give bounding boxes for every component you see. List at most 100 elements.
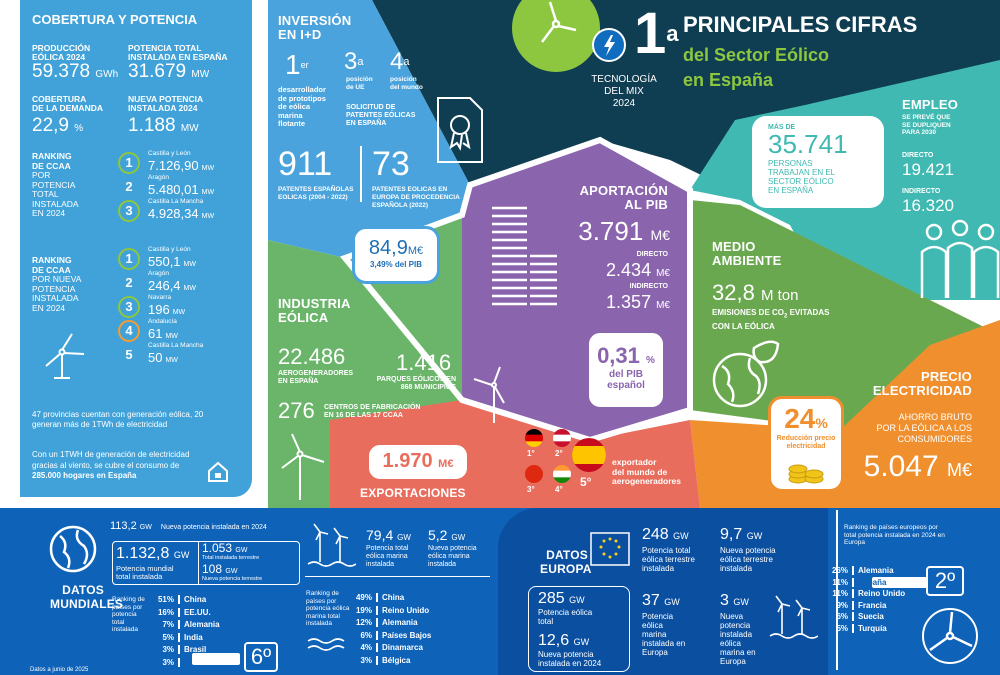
patentes2-value: 73 [372, 145, 410, 183]
marina-total: 79,4 GW [366, 527, 411, 543]
note1: 47 provincias cuentan con generación eól… [32, 410, 204, 429]
flag-rank: 1° [527, 449, 535, 458]
industria-centros-desc: CENTROS DE FABRICACIÓN EN 16 DE LAS 17 CC… [324, 404, 421, 419]
empleo-indirecto: 16.320 [902, 196, 954, 215]
header-rank: 1a [634, 1, 679, 66]
precio-ahorro: AHORRO BRUTO POR LA EÓLICA A LOS CONSUMIDO… [876, 412, 972, 444]
industria-centros-value: 276 [278, 398, 315, 423]
rank-value: 5.480,01 MW [148, 182, 215, 197]
ranking-row: 49% China [355, 593, 405, 603]
aportacion-indirecto-label: INDIRECTO [629, 283, 668, 290]
precio-title: PRECIO ELECTRICIDAD [872, 369, 972, 398]
inversion-third-desc: posición de UE [346, 76, 373, 91]
europa-nterrestre: 9,7 GW [720, 526, 763, 543]
flag-rank: 4° [555, 485, 563, 494]
europa-title: DATOS EUROPA [540, 548, 592, 576]
aportacion-total: 3.791 M€ [578, 216, 670, 246]
europa-nmarina: 3 GW [720, 592, 749, 609]
coins-icon [788, 464, 824, 484]
flag-rank: 2° [555, 449, 563, 458]
wind-turbine-circle-icon [922, 608, 978, 664]
empleo-indirecto-label: INDIRECTO [902, 188, 941, 195]
header-subtitle1: del Sector Eólico [683, 45, 830, 65]
rank-circle: 4 [118, 320, 140, 342]
inversion-title: INVERSIÓN EN I+D [278, 13, 352, 42]
waves-icon [307, 638, 345, 651]
header-subtitle2: en España [683, 70, 774, 90]
ranking-row: 5% India [162, 632, 203, 642]
ranking-row: 26% Alemania [831, 566, 894, 576]
inversion-third: 3a [344, 48, 364, 75]
wind-turbine-icon [281, 433, 325, 500]
empleo-pill: MÁS DE 35.741 PERSONAS TRABAJAN EN EL SE… [752, 116, 884, 208]
ranking-row: 11% Reino Unido [832, 589, 906, 599]
mundiales-title: DATOS MUNDIALES [50, 583, 124, 611]
logo-circle [512, 0, 600, 72]
exportaciones-pill: 1.970 M€ [366, 442, 470, 482]
rank-circle: 3 [118, 200, 140, 222]
marina-nueva-desc: Nueva potencia eólica marina instalada [428, 545, 477, 568]
aportacion-indirecto: 1.357 M€ [606, 292, 670, 312]
coin-stack-icon [492, 206, 557, 306]
ranking-row: 6% Suecia [836, 612, 884, 622]
rank-value: 246,4 MW [148, 278, 196, 293]
europa-nueva-desc: Nueva potencia instalada en 2024 [538, 650, 602, 668]
ranking-row: 4% Dinamarca [360, 643, 423, 653]
ranking-row: 19% Reino Unido [355, 605, 430, 615]
rank-circle: 2 [118, 176, 140, 198]
rank-circle: 1 [118, 248, 140, 270]
globe-icon [49, 525, 97, 573]
mundiales-total-desc: Potencia mundial total instalada [116, 564, 174, 581]
mundiales-terrestre: 1.053 GW [202, 541, 248, 555]
header-tech: TECNOLOGÍA DEL MIX 2024 [591, 74, 657, 109]
empleo-prevee: SE PREVÉ QUE SE DUPLIQUEN PARA 2030 [902, 114, 951, 136]
rank-name: Castilla y León [148, 246, 191, 253]
ranking-row: 9% Francia [836, 600, 887, 610]
flag-rank: 3° [527, 485, 535, 494]
produccion-block: PRODUCCIÓN EÓLICA 2024 59.378 GWh [32, 43, 119, 82]
rank-value: 550,1 MW [148, 254, 196, 269]
spain-rank: 5° [580, 475, 592, 489]
ranking-row: 3% Brasil [162, 645, 207, 655]
empleo-title: EMPLEO [902, 97, 959, 112]
inversion-first-desc: desarrollador de prototipos de eólica marin… [278, 85, 326, 128]
rank-circle: 5 [118, 344, 140, 366]
mundiales-terrestre-desc: Total instalada terrestre [202, 555, 260, 561]
ranking-row: 6% Países Bajos [360, 630, 432, 640]
fecha-datos: Datos a junio de 2025 [30, 667, 89, 673]
ranking-row: 5% Turquía [836, 623, 887, 633]
ranking-row: 3% Bélgica [360, 655, 411, 665]
ranking-row: 11% España [832, 577, 887, 587]
patentes1-value: 911 [278, 145, 333, 183]
rank-name: Castilla y León [148, 150, 191, 157]
rank-name: Andalucía [148, 318, 177, 325]
potencia-block: POTENCIA TOTAL INSTALADA EN ESPAÑA 31.67… [128, 43, 228, 82]
aportacion-pct-pill: 0,31 % del PIB español [586, 330, 666, 410]
offshore-turbines-icon [769, 595, 818, 639]
globe-leaf-icon [712, 340, 780, 408]
cobertura-title: COBERTURA Y POTENCIA [32, 12, 198, 27]
people-icon [920, 219, 1000, 298]
precio-value: 5.047 M€ [863, 450, 972, 483]
industria-parques-desc: PARQUES EÓLICOS EN 868 MUNICIPIOS [376, 376, 456, 391]
inversion-fourth-desc: posición del mundo [390, 76, 423, 91]
precio-shape [690, 320, 1000, 508]
industria-title: INDUSTRIA EÓLICA [278, 296, 351, 325]
lightning-icon [592, 28, 626, 62]
datos-europa-panel [498, 508, 828, 675]
mundiales-nueva: 113,2 GW Nueva potencia instalada en 202… [110, 520, 267, 532]
mundiales-nterrestre-desc: Nueva potencia terrestre [202, 576, 263, 582]
europa-box [528, 586, 630, 672]
mundiales-total: 1.132,8 GW [116, 545, 190, 562]
rank-name: Castilla La Mancha [148, 198, 204, 205]
rank-name: Aragón [148, 270, 169, 277]
europa-nueva: 12,6 GW [538, 632, 590, 649]
rank1-title: RANKING DE CCAA POR POTENCIA TOTAL INSTA… [32, 151, 79, 218]
note2: Con un 1TWH de generación de electricida… [32, 450, 190, 480]
country-flag [553, 465, 571, 483]
industria-aero-value: 22.486 [278, 344, 346, 369]
cobertura-block: COBERTURA DE LA DEMANDA 22,9 % [32, 94, 103, 136]
patentes1-desc: PATENTES ESPAÑOLAS EOLICAS (2004 - 2022) [278, 186, 354, 201]
rank2-title: RANKING DE CCAA POR NUEVA POTENCIA INSTA… [32, 255, 82, 313]
aportacion-directo: 2.434 M€ [606, 260, 670, 280]
